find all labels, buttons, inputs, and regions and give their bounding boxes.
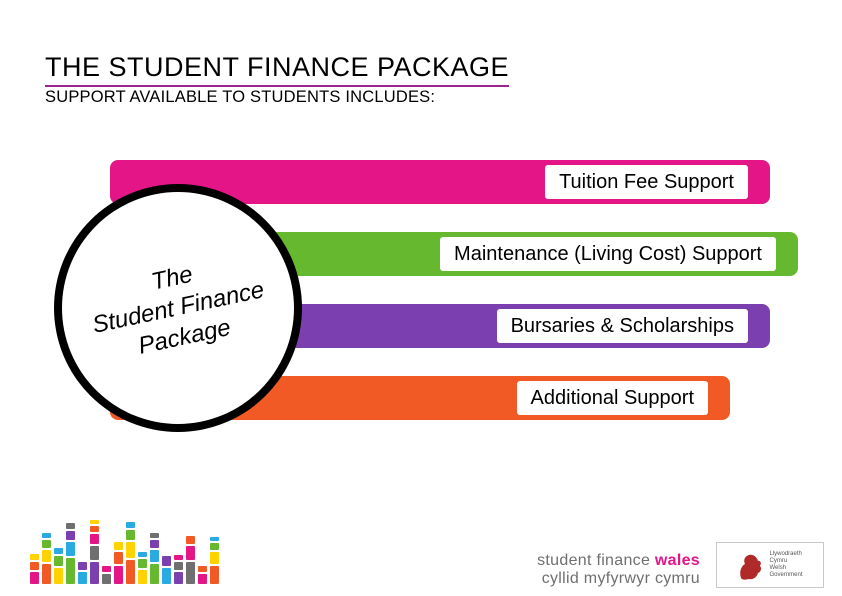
crest-l1: Llywodraeth xyxy=(769,551,801,557)
crest-l3: Welsh xyxy=(769,565,786,571)
brand-line1: student finance wales xyxy=(537,552,700,570)
crest-l4: Government xyxy=(769,572,802,578)
bar-label: Additional Support xyxy=(517,381,708,415)
page-title: THE STUDENT FINANCE PACKAGE xyxy=(45,52,509,87)
brand-line1-accent: wales xyxy=(655,552,700,569)
circle-inner: The Student Finance Package xyxy=(62,192,294,424)
bar-label-text: Bursaries & Scholarships xyxy=(511,315,734,338)
footer: student finance wales cyllid myfyrwyr cy… xyxy=(0,528,842,596)
brand-line1-pre: student finance xyxy=(537,552,655,569)
bar-label: Maintenance (Living Cost) Support xyxy=(440,237,776,271)
equalizer-icon xyxy=(30,520,219,584)
bar-label: Tuition Fee Support xyxy=(545,165,748,199)
dragon-icon xyxy=(737,548,763,582)
central-circle: The Student Finance Package xyxy=(54,184,302,432)
slide: THE STUDENT FINANCE PACKAGE SUPPORT AVAI… xyxy=(0,0,842,596)
gov-crest: Llywodraeth Cymru Welsh Government xyxy=(716,542,824,588)
brand-line2: cyllid myfyrwyr cymru xyxy=(537,570,700,588)
brand-text: student finance wales cyllid myfyrwyr cy… xyxy=(537,552,700,588)
crest-l2: Cymru xyxy=(769,558,787,564)
bar-label-text: Tuition Fee Support xyxy=(559,171,734,194)
crest-text: Llywodraeth Cymru Welsh Government xyxy=(769,551,802,579)
bar-label: Bursaries & Scholarships xyxy=(497,309,748,343)
circle-line1: The xyxy=(149,261,195,296)
page-subtitle: SUPPORT AVAILABLE TO STUDENTS INCLUDES: xyxy=(45,88,435,107)
bar-label-text: Maintenance (Living Cost) Support xyxy=(454,243,762,266)
bar-label-text: Additional Support xyxy=(531,387,694,410)
circle-text: The Student Finance Package xyxy=(83,246,273,370)
